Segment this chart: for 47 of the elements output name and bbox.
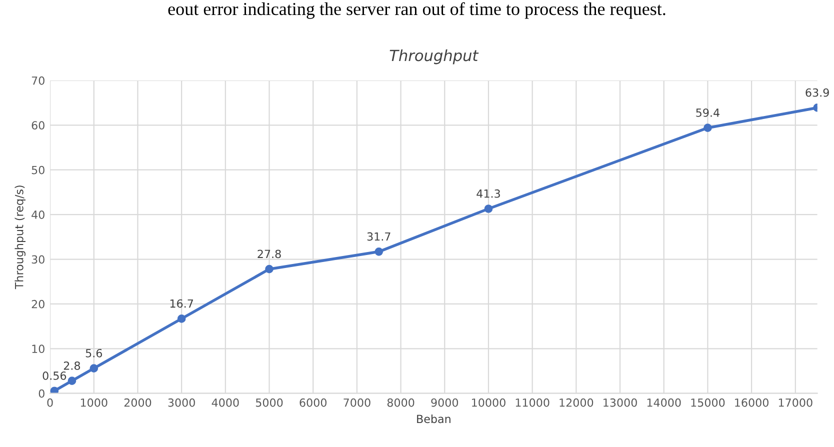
x-tick-label: 10000 — [472, 398, 506, 407]
y-tick-label: 30 — [32, 255, 44, 264]
point — [50, 386, 59, 394]
y-tick-label: 10 — [32, 344, 44, 354]
x-tick-label: 0 — [47, 398, 53, 407]
x-tick-label: 11000 — [516, 398, 550, 407]
x-tick-label: 3000 — [168, 398, 195, 407]
x-tick-label: 8000 — [387, 398, 414, 407]
x-tick-label: 5000 — [256, 398, 283, 407]
data-label: 59.4 — [696, 108, 720, 117]
point — [484, 204, 493, 213]
x-tick-label: 2000 — [124, 398, 152, 407]
x-axis-title: Beban — [417, 414, 450, 424]
data-label: 31.7 — [367, 232, 390, 241]
point — [704, 124, 712, 132]
data-label: 16.7 — [170, 299, 193, 308]
x-tick-label: 17000 — [778, 398, 812, 407]
y-tick-label: 20 — [32, 300, 44, 308]
x-tick-label: 12000 — [560, 398, 594, 407]
x-tick-label: 4000 — [212, 398, 239, 407]
text: eout error indicating the server ran out of time to process the request. — [168, 2, 666, 19]
x-tick-label: 1000 — [80, 398, 108, 407]
point — [68, 376, 76, 386]
data-label: 5.6 — [86, 348, 102, 358]
data-label: 2.8 — [64, 361, 80, 370]
x-tick-label: 13000 — [604, 398, 637, 407]
x-tick-label: 7000 — [344, 398, 370, 407]
x-tick-label: 9000 — [431, 398, 458, 407]
chart-title: Throughput — [390, 49, 479, 64]
x-tick-label: 14000 — [647, 398, 681, 407]
x-tick-label: 15000 — [691, 398, 725, 407]
y-tick-label: 0 — [38, 389, 44, 398]
data-label: 27.8 — [258, 250, 281, 258]
x-tick-label: 6000 — [300, 398, 327, 407]
data-label: 0.56 — [42, 372, 66, 380]
y-tick-label: 40 — [32, 210, 44, 219]
point — [374, 247, 384, 256]
point — [265, 264, 274, 274]
y-tick-label: 70 — [32, 76, 44, 85]
y-axis-title: Throughput (req/s) — [14, 186, 26, 290]
point — [90, 364, 98, 372]
data-label: 41.3 — [476, 189, 500, 198]
y-tick-label: 50 — [32, 166, 44, 174]
y-tick-label: 60 — [32, 121, 44, 130]
data-label: 63.9 — [806, 88, 829, 97]
x-tick-label: 16000 — [735, 398, 768, 407]
point — [177, 314, 186, 323]
